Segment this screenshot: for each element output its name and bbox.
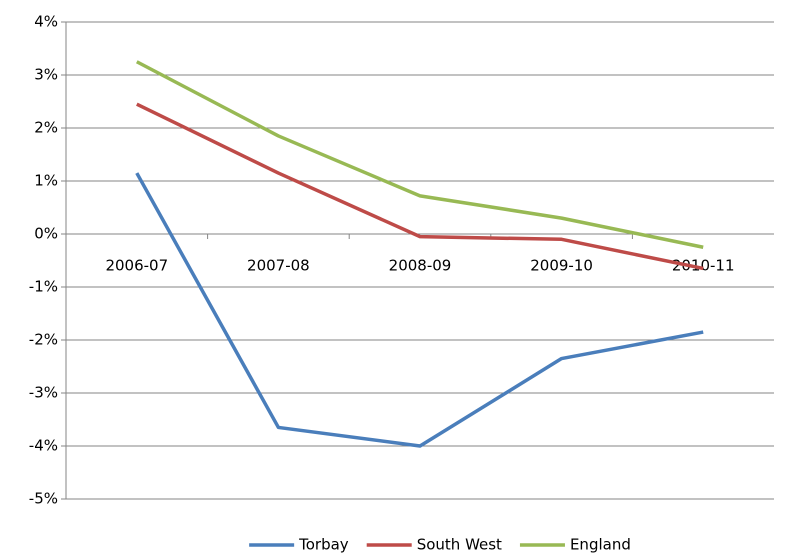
y-tick-label: 2% [34,119,58,137]
y-tick-label: 0% [34,225,58,243]
y-tick-label: -5% [29,490,58,508]
x-tick-label: 2008-09 [389,257,452,275]
x-tick-label: 2006-07 [105,257,168,275]
legend-label: Torbay [298,536,349,554]
y-tick-label: 1% [34,172,58,190]
series-line [136,102,704,271]
series-line [135,60,704,249]
legend-label: South West [417,536,502,554]
series-line [135,172,704,448]
x-tick-label: 2007-08 [247,257,310,275]
y-tick-label: -2% [29,331,58,349]
x-tick-label: 2010-11 [672,257,735,275]
y-tick-label: -1% [29,278,58,296]
x-tick-label: 2009-10 [530,257,593,275]
y-tick-label: 3% [34,66,58,84]
y-tick-label: -4% [29,437,58,455]
y-tick-label: -3% [29,384,58,402]
legend-label: England [570,536,631,554]
y-tick-label: 4% [34,13,58,31]
